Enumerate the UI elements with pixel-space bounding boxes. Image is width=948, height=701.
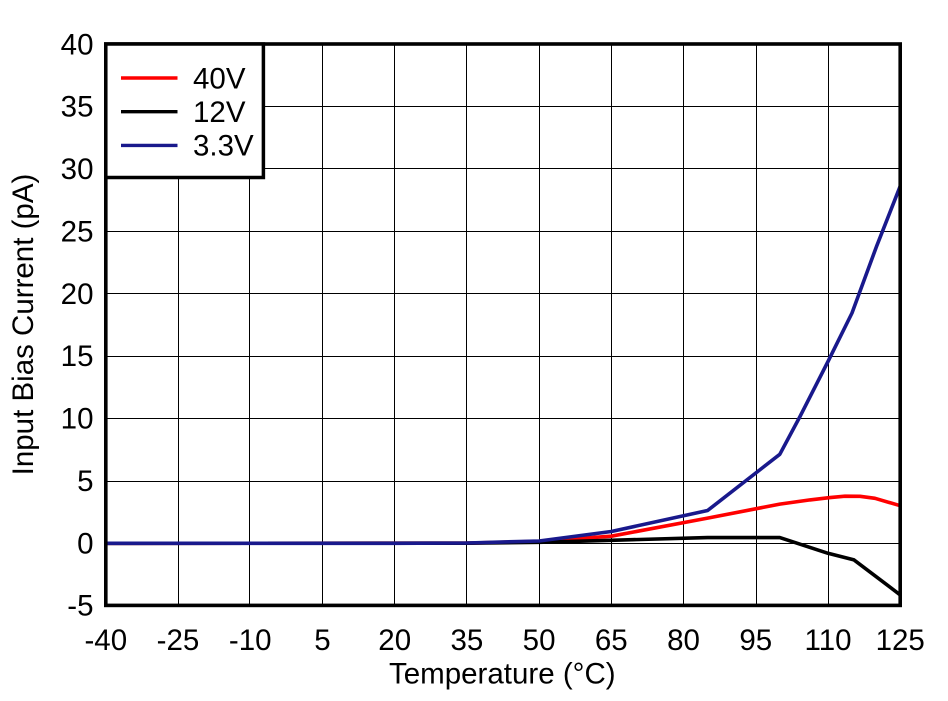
svg-text:Input Bias Current (pA): Input Bias Current (pA) <box>7 174 40 476</box>
svg-text:25: 25 <box>61 215 94 248</box>
svg-text:-40: -40 <box>84 624 127 657</box>
svg-text:30: 30 <box>61 153 94 186</box>
svg-text:20: 20 <box>378 624 411 657</box>
svg-text:40V: 40V <box>193 62 246 95</box>
svg-text:5: 5 <box>314 624 330 657</box>
svg-text:Temperature (°C): Temperature (°C) <box>389 658 616 691</box>
svg-text:80: 80 <box>667 624 700 657</box>
svg-text:15: 15 <box>61 340 94 373</box>
svg-text:-25: -25 <box>157 624 200 657</box>
svg-text:5: 5 <box>77 465 93 498</box>
svg-text:40: 40 <box>61 28 94 61</box>
svg-text:50: 50 <box>523 624 556 657</box>
svg-text:10: 10 <box>61 403 94 436</box>
svg-text:65: 65 <box>595 624 628 657</box>
svg-text:-10: -10 <box>229 624 272 657</box>
svg-text:20: 20 <box>61 278 94 311</box>
svg-text:35: 35 <box>61 91 94 124</box>
svg-text:95: 95 <box>739 624 772 657</box>
svg-text:0: 0 <box>77 527 93 560</box>
svg-text:3.3V: 3.3V <box>193 130 254 163</box>
svg-text:110: 110 <box>804 624 851 657</box>
svg-text:12V: 12V <box>193 96 246 129</box>
svg-text:125: 125 <box>876 624 925 657</box>
svg-text:-5: -5 <box>67 589 93 622</box>
svg-text:35: 35 <box>450 624 483 657</box>
